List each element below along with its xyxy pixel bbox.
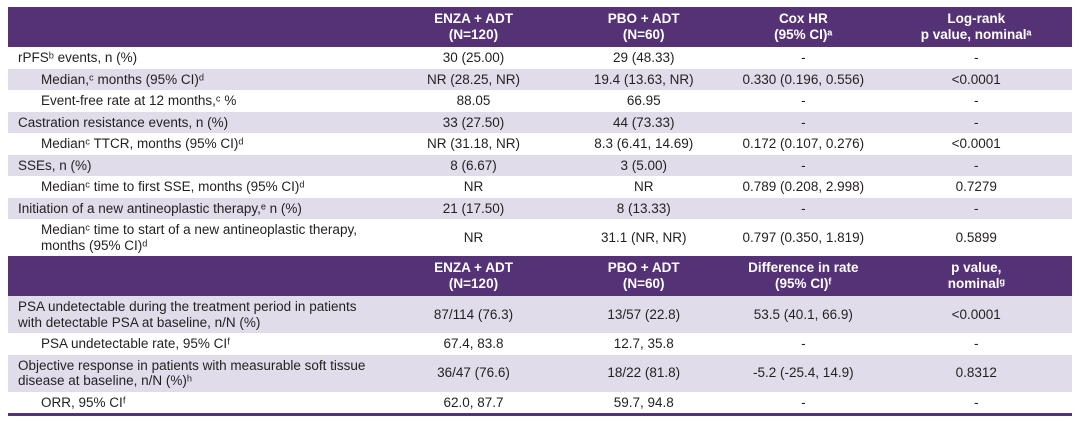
cell-value: NR [463,179,484,194]
cell-value: 0.8312 [955,365,997,381]
cell-value: <0.0001 [951,306,1001,322]
row-label-column [8,7,386,47]
cell-value: 19.4 (13.63, NR) [593,71,694,87]
table-row: Medianᶜ time to first SSE, months (95% C… [8,176,1072,198]
cell-value: 13/57 (22.8) [607,306,681,322]
cell-value: 36/47 (76.6) [437,365,510,381]
time-to-event-outcomes-table: ENZA + ADT (N=120) PBO + ADT (N=60) Cox HR (9… [8,7,1072,256]
row-label: Medianᶜ time to first SSE, months (95% C… [41,179,305,194]
cell-value: 33 (27.50) [442,114,505,130]
cell-value: <0.0001 [951,71,1001,87]
cell-value: 8.3 (6.41, 14.69) [594,136,694,151]
cell-value: 30 (25.00) [442,50,505,65]
row-label: SSEs, n (%) [18,157,92,173]
pbo-adt-column: PBO + ADT (N=60) [561,256,727,296]
table-row: Medianᶜ time to start of a new antineopl… [8,219,1072,256]
p-value-nominal-column: p value, nominalᵍ [880,256,1072,296]
table-row: Objective response in patients with meas… [8,354,1072,392]
cell-value: 0.5899 [955,229,997,245]
enza-adt-column: ENZA + ADT (N=120) [385,256,562,296]
row-label: ORR, 95% CIᶠ [41,394,126,410]
cell-value: 0.789 (0.208, 2.998) [742,179,865,194]
cell-value: - [973,336,979,351]
row-label: Medianᶜ TTCR, months (95% CI)ᵈ [41,136,244,151]
cell-value: 8 (6.67) [450,157,497,173]
cell-value: 3 (5.00) [620,157,667,173]
cell-value: NR [463,229,484,245]
cell-value: 59.7, 94.8 [613,394,674,410]
cell-value: 12.7, 35.8 [613,336,674,351]
cell-value: 67.4, 83.8 [443,336,504,351]
row-label: Initiation of a new antineoplastic thera… [18,200,302,216]
table-row: rPFSᵇ events, n (%) 30 (25.00) 29 (48.33) -… [8,47,1072,69]
cell-value: - [801,93,806,108]
cell-value: NR (28.25, NR) [426,71,521,87]
row-label-column [8,256,386,296]
table-row: PSA undetectable during the treatment pe… [8,296,1072,333]
difference-in-rate-column: Difference in rate (95% CI)ᶠ [726,256,881,296]
cell-value: 31.1 (NR, NR) [600,229,687,245]
cell-value: - [973,394,979,410]
cell-value: NR [633,179,654,194]
cell-value: - [801,200,806,216]
response-outcomes-table: ENZA + ADT (N=120) PBO + ADT (N=60) Differen… [8,256,1072,416]
cell-value: 0.797 (0.350, 1.819) [742,229,865,245]
table-row: Medianᶜ TTCR, months (95% CI)ᵈ NR (31.18,… [8,133,1072,155]
cell-value: <0.0001 [951,136,1001,151]
pbo-adt-column: PBO + ADT (N=60) [561,7,727,47]
table-row: PSA undetectable rate, 95% CIᶠ 67.4, 83.8… [8,333,1072,355]
cell-value: 0.330 (0.196, 0.556) [742,71,865,87]
cox-hr-column: Cox HR (95% CI)ᵃ [726,7,881,47]
cell-value: 21 (17.50) [442,200,505,216]
cell-value: -5.2 (-25.4, 14.9) [753,365,854,381]
cell-value: - [973,157,979,173]
header-row: ENZA + ADT (N=120) PBO + ADT (N=60) Cox HR (9… [8,7,1072,47]
table-row: SSEs, n (%) 8 (6.67) 3 (5.00) - - [8,154,1072,176]
cell-value: 0.7279 [955,179,997,194]
cell-value: 18/22 (81.8) [607,365,681,381]
cell-value: - [801,114,806,130]
header-row: ENZA + ADT (N=120) PBO + ADT (N=60) Differen… [8,256,1072,296]
table-row: Initiation of a new antineoplastic thera… [8,197,1072,219]
cell-value: - [801,394,806,410]
row-label: Objective response in patients with meas… [18,357,366,389]
cell-value: 0.172 (0.107, 0.276) [742,136,865,151]
row-label: rPFSᵇ events, n (%) [18,50,138,65]
cell-value: 87/114 (76.3) [433,306,514,322]
row-label: Medianᶜ time to start of a new antineopl… [41,222,357,253]
cell-value: - [973,200,979,216]
cell-value: - [801,336,806,351]
cell-value: 29 (48.33) [612,50,675,65]
cell-value: - [801,157,806,173]
cell-value: 53.5 (40.1, 66.9) [753,306,853,322]
row-label: PSA undetectable during the treatment pe… [18,299,357,330]
row-label: Median,ᶜ months (95% CI)ᵈ [41,71,204,87]
cell-value: 62.0, 87.7 [443,394,504,410]
row-label: Castration resistance events, n (%) [18,114,229,130]
cell-value: - [973,93,979,108]
enza-adt-column: ENZA + ADT (N=120) [385,7,562,47]
table-row: Event-free rate at 12 months,ᶜ % 88.05 66.… [8,90,1072,112]
table-row: ORR, 95% CIᶠ 62.0, 87.7 59.7, 94.8 - - [8,392,1072,415]
cell-value: - [801,50,806,65]
cell-value: - [973,50,979,65]
table-row: Median,ᶜ months (95% CI)ᵈ NR (28.25, NR) 1… [8,68,1072,90]
cell-value: 66.95 [626,93,661,108]
row-label: PSA undetectable rate, 95% CIᶠ [41,336,231,351]
cell-value: NR (31.18, NR) [426,136,521,151]
log-rank-p-column: Log-rank p value, nominalᵃ [880,7,1072,47]
cell-value: - [973,114,979,130]
cell-value: 8 (13.33) [616,200,671,216]
row-label: Event-free rate at 12 months,ᶜ % [41,93,237,108]
cell-value: 44 (73.33) [612,114,675,130]
table-row: Castration resistance events, n (%) 33 (2… [8,111,1072,133]
cell-value: 88.05 [456,93,491,108]
